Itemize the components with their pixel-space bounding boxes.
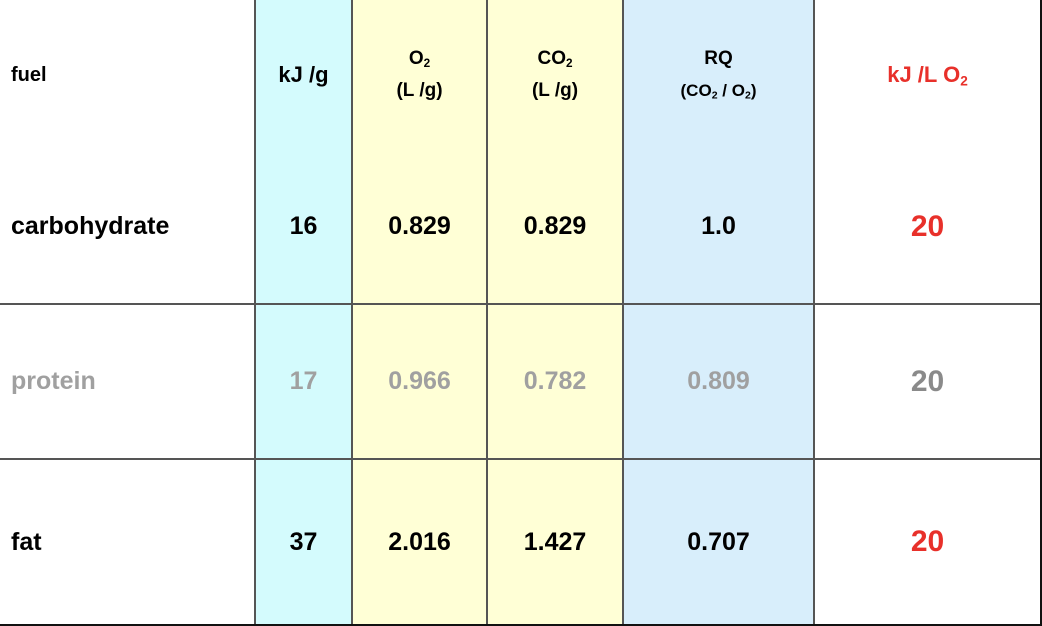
cell-rq: 0.707 xyxy=(622,459,814,624)
cell-o2: 0.829 xyxy=(351,150,487,305)
cell-kj-per-l-o2: 20 xyxy=(813,304,1040,460)
header-o2-unit: (L /g) xyxy=(396,80,443,101)
cell-co2: 0.829 xyxy=(486,150,623,305)
cell-kj-per-g: 17 xyxy=(254,304,352,460)
cell-o2: 0.966 xyxy=(351,304,487,460)
header-co2-subscript: 2 xyxy=(565,56,573,70)
header-o2-symbol: O xyxy=(408,48,424,69)
header-o2: O2 (L /g) xyxy=(351,0,487,150)
header-kj-per-l-o2-subscript: 2 xyxy=(960,73,968,89)
cell-rq: 1.0 xyxy=(622,150,814,305)
header-fuel-label: fuel xyxy=(11,63,47,86)
header-rq-subscript-2: 2 xyxy=(744,89,751,102)
cell-fuel: carbohydrate xyxy=(0,150,255,305)
cell-kj-per-g: 16 xyxy=(254,150,352,305)
cell-kj-per-g: 37 xyxy=(254,459,352,624)
cell-fuel: fat xyxy=(0,459,255,624)
header-fuel: fuel xyxy=(0,0,255,150)
cell-o2: 2.016 xyxy=(351,459,487,624)
header-co2-name: CO2 xyxy=(488,43,622,75)
header-row: fuel kJ /g O2 (L /g) CO2 (L /g) RQ (CO2 … xyxy=(0,0,1040,150)
header-kj-per-g: kJ /g xyxy=(254,0,352,150)
table-row-carbohydrate: carbohydrate 16 0.829 0.829 1.0 20 xyxy=(0,150,1040,305)
header-rq-close: ) xyxy=(750,81,757,100)
table-row-protein: protein 17 0.966 0.782 0.809 20 xyxy=(0,304,1040,460)
header-rq: RQ (CO2 / O2) xyxy=(622,0,814,150)
header-rq-open: (CO xyxy=(680,81,712,100)
cell-co2: 0.782 xyxy=(486,304,623,460)
cell-kj-per-l-o2: 20 xyxy=(813,150,1040,305)
cell-fuel: protein xyxy=(0,304,255,460)
header-kj-per-l-o2: kJ /L O2 xyxy=(813,0,1040,150)
header-rq-formula: (CO2 / O2) xyxy=(624,75,813,107)
cell-kj-per-l-o2: 20 xyxy=(813,459,1040,624)
header-rq-name: RQ xyxy=(704,48,733,69)
cell-co2: 1.427 xyxy=(486,459,623,624)
header-co2-symbol: CO xyxy=(537,48,566,69)
table-row-fat: fat 37 2.016 1.427 0.707 20 xyxy=(0,459,1040,624)
cell-rq: 0.809 xyxy=(622,304,814,460)
header-co2-unit: (L /g) xyxy=(531,80,579,101)
header-o2-name: O2 xyxy=(353,43,486,75)
header-kj-per-l-o2-label: kJ /L O xyxy=(887,62,961,87)
header-rq-mid: / O xyxy=(717,81,745,100)
header-co2: CO2 (L /g) xyxy=(486,0,623,150)
header-rq-subscript-1: 2 xyxy=(711,89,718,102)
header-o2-subscript: 2 xyxy=(423,56,431,70)
header-kj-per-g-label: kJ /g xyxy=(278,62,329,87)
